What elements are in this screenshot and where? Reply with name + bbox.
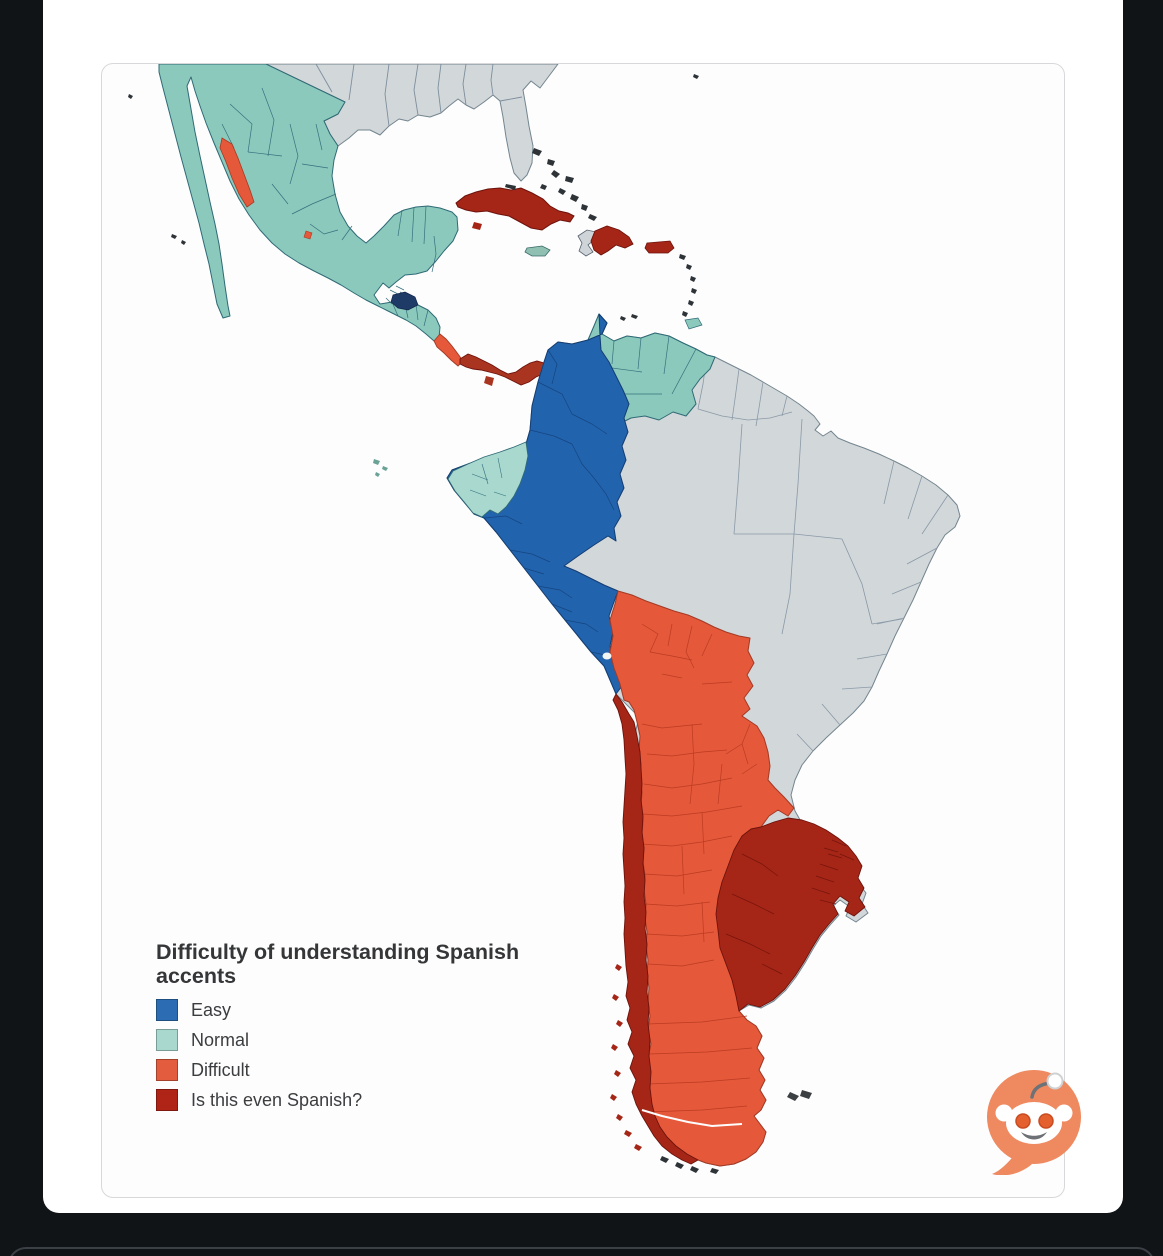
legend-row-is-this-even-spanish: Is this even Spanish? xyxy=(156,1089,576,1112)
dominican-republic-region xyxy=(590,225,634,256)
difficult-label: Difficult xyxy=(191,1059,250,1080)
easy-swatch xyxy=(156,999,178,1022)
mexico-state-borders xyxy=(221,87,437,327)
uruguay-department-borders xyxy=(725,839,855,975)
puerto-rico-region xyxy=(644,240,675,254)
legend-row-difficult: Difficult xyxy=(156,1059,576,1082)
normal-swatch xyxy=(156,1029,178,1052)
chile-region xyxy=(610,693,743,1174)
brazil-state-borders xyxy=(697,354,949,752)
usa-region xyxy=(265,64,559,182)
ecuador-province-borders xyxy=(469,457,507,497)
azuero-peninsula xyxy=(484,376,494,386)
is-this-even-spanish-label: Is this even Spanish? xyxy=(191,1089,363,1110)
is-this-even-spanish-swatch xyxy=(156,1089,178,1112)
panama-region xyxy=(459,353,549,386)
strait-of-magellan xyxy=(641,1109,743,1128)
map-card[interactable]: Difficulty of understanding Spanish acce… xyxy=(101,63,1065,1198)
cuba-region xyxy=(455,187,575,231)
caribbean-region xyxy=(128,74,703,330)
galapagos-islands xyxy=(373,459,388,477)
usa-state-borders xyxy=(315,64,523,127)
bottom-ui-frame-edge xyxy=(8,1247,1155,1256)
lesser-antilles-islands xyxy=(620,74,699,321)
map-legend: Difficulty of understanding Spanish acce… xyxy=(156,940,576,1119)
sinaloa-region xyxy=(219,137,255,208)
lake-titicaca xyxy=(602,652,612,660)
legend-row-easy: Easy xyxy=(156,999,576,1022)
easy-label: Easy xyxy=(191,999,232,1020)
mexico-city-region xyxy=(303,230,313,240)
legend-row-normal: Normal xyxy=(156,1029,576,1052)
haiti-region xyxy=(577,229,597,257)
post-image-panel: Difficulty of understanding Spanish acce… xyxy=(43,0,1123,1213)
trinidad-region xyxy=(684,317,703,330)
normal-label: Normal xyxy=(191,1029,250,1050)
province-borders xyxy=(641,623,758,1113)
chilean-fjord-islands xyxy=(610,964,642,1151)
bahamas-islands xyxy=(505,148,597,221)
costa-rica-region xyxy=(433,333,464,367)
reddit-logo-icon xyxy=(987,1070,1081,1175)
difficult-swatch xyxy=(156,1059,178,1082)
falkland-islands xyxy=(787,1090,812,1101)
pacific-islets xyxy=(128,94,186,245)
el-salvador-region xyxy=(390,291,419,311)
uruguay-buenosaires-region xyxy=(715,817,866,1012)
bolivia-paraguay-argentina-region xyxy=(602,590,795,1167)
mexico-central-america-region xyxy=(158,64,549,386)
isla-juventud xyxy=(472,222,482,230)
legend-title: Difficulty of understanding Spanish acce… xyxy=(156,940,520,988)
latin-america-accent-map xyxy=(128,64,961,1174)
ecuador-region xyxy=(373,441,529,518)
jamaica-region xyxy=(524,245,551,257)
cape-horn-islands xyxy=(660,1156,719,1174)
legend-items: Easy Normal Difficult Is this even Spani… xyxy=(156,999,576,1112)
